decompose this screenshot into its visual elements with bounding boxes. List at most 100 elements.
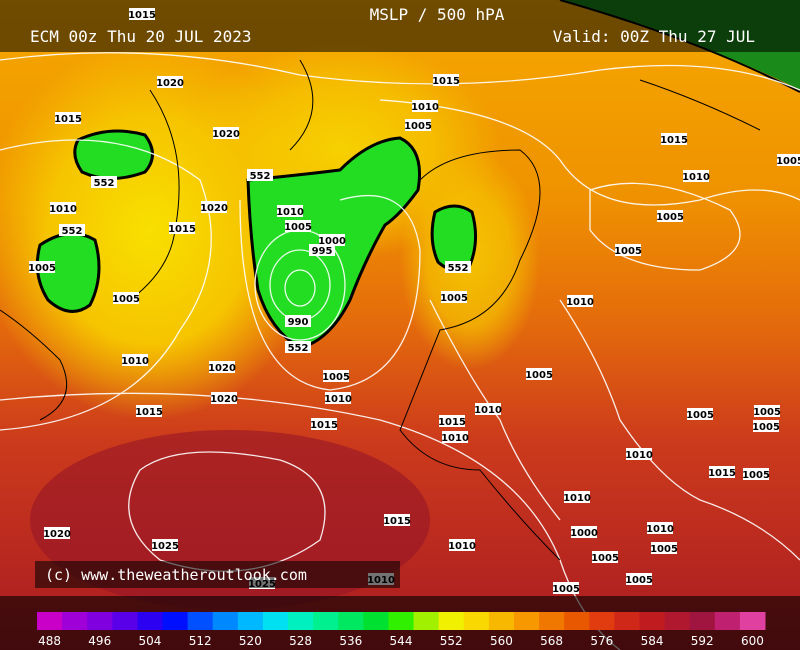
isobar-label: 990 bbox=[288, 317, 309, 328]
label-box bbox=[441, 291, 467, 303]
valid-time: Valid: 00Z Thu 27 JUL bbox=[553, 27, 755, 46]
isobar-label: 552 bbox=[62, 226, 83, 237]
legend-swatch bbox=[564, 612, 590, 630]
legend-swatch bbox=[689, 612, 716, 630]
label-box bbox=[526, 368, 552, 380]
label-box bbox=[439, 415, 465, 427]
isobar-label: 1010 bbox=[49, 204, 77, 215]
legend-tick-label: 512 bbox=[189, 634, 212, 648]
label-box bbox=[50, 202, 76, 214]
isobar-label: 1005 bbox=[656, 212, 684, 223]
label-box bbox=[564, 491, 590, 503]
label-box bbox=[213, 127, 239, 139]
isobars bbox=[0, 52, 800, 650]
isobar-label: 1005 bbox=[591, 553, 619, 564]
isobar-label: 552 bbox=[288, 343, 309, 354]
label-box bbox=[412, 100, 438, 112]
label-box bbox=[323, 370, 349, 382]
isobar-label: 1020 bbox=[208, 363, 236, 374]
label-box bbox=[209, 361, 235, 373]
isobar-label: 1015 bbox=[432, 76, 460, 87]
isobar-label: 1010 bbox=[411, 102, 439, 113]
legend-tick-label: 600 bbox=[741, 634, 764, 648]
isobar-label: 1015 bbox=[310, 420, 338, 431]
label-box bbox=[592, 551, 618, 563]
label-box bbox=[169, 222, 195, 234]
legend-swatch bbox=[137, 612, 164, 630]
isobar-label: 1005 bbox=[625, 575, 653, 586]
isobar-label: 1005 bbox=[112, 294, 140, 305]
label-box bbox=[687, 408, 713, 420]
legend-swatch bbox=[488, 612, 515, 630]
legend-swatch bbox=[162, 612, 189, 630]
label-box bbox=[285, 341, 311, 353]
label-box bbox=[683, 170, 709, 182]
isobar-label: 1020 bbox=[200, 203, 228, 214]
legend-tick-label: 552 bbox=[440, 634, 463, 648]
isobar-label: 1015 bbox=[54, 114, 82, 125]
isobar-label: 1005 bbox=[776, 156, 800, 167]
legend-tick-label: 544 bbox=[390, 634, 413, 648]
legend-swatch bbox=[363, 612, 389, 630]
label-box bbox=[91, 176, 117, 188]
label-box bbox=[753, 420, 779, 432]
isobar-label: 1020 bbox=[212, 129, 240, 140]
label-box bbox=[157, 76, 183, 88]
legend-tick-label: 504 bbox=[139, 634, 162, 648]
legend-swatch bbox=[739, 612, 766, 630]
legend-swatch bbox=[288, 612, 314, 630]
isobar-label: 1000 bbox=[570, 528, 598, 539]
legend-swatch bbox=[212, 612, 239, 630]
legend-tick-label: 592 bbox=[691, 634, 714, 648]
isobar-label: 1025 bbox=[151, 541, 179, 552]
label-box bbox=[709, 466, 735, 478]
isobar-label: 1010 bbox=[276, 207, 304, 218]
isobar-label: 1005 bbox=[284, 222, 312, 233]
legend-swatch bbox=[313, 612, 339, 630]
isobar-label: 1015 bbox=[660, 135, 688, 146]
legend-swatch bbox=[37, 612, 63, 630]
label-box bbox=[113, 292, 139, 304]
isobar-label: 1020 bbox=[210, 394, 238, 405]
isobar-label: 1005 bbox=[440, 293, 468, 304]
isobar-label: 1010 bbox=[121, 356, 149, 367]
isobar-label: 1000 bbox=[318, 236, 346, 247]
label-box bbox=[754, 405, 780, 417]
legend-tick-label: 528 bbox=[289, 634, 312, 648]
label-box bbox=[743, 468, 769, 480]
legend-swatch bbox=[112, 612, 138, 630]
isobar-label: 1015 bbox=[383, 516, 411, 527]
label-box bbox=[309, 244, 335, 256]
label-box bbox=[122, 354, 148, 366]
legend-swatch bbox=[714, 612, 741, 630]
label-box bbox=[475, 403, 501, 415]
label-box bbox=[129, 8, 155, 20]
label-box bbox=[44, 527, 70, 539]
label-box bbox=[661, 133, 687, 145]
isobar-label: 552 bbox=[448, 263, 469, 274]
label-box bbox=[647, 522, 673, 534]
label-box bbox=[136, 405, 162, 417]
color-legend: 488 496 504 512 520 528 536 544 552 560 568 576 584 5… bbox=[37, 612, 766, 648]
isobar-label: 1005 bbox=[686, 410, 714, 421]
label-box bbox=[405, 119, 431, 131]
legend-swatch bbox=[87, 612, 113, 630]
credit-band bbox=[35, 561, 400, 588]
isobar-label: 1010 bbox=[324, 394, 352, 405]
label-box bbox=[325, 392, 351, 404]
isobar-label: 1005 bbox=[552, 584, 580, 595]
isobar-label: 1005 bbox=[525, 370, 553, 381]
isobar-label: 1010 bbox=[563, 493, 591, 504]
label-box bbox=[615, 244, 641, 256]
label-box bbox=[29, 261, 55, 273]
isobar-label: 1015 bbox=[438, 417, 466, 428]
label-box bbox=[777, 154, 800, 166]
isobar-label: 1010 bbox=[682, 172, 710, 183]
legend-tick-label: 560 bbox=[490, 634, 513, 648]
isobar-label: 1005 bbox=[753, 407, 781, 418]
credit: (c) www.theweatheroutlook.com bbox=[45, 566, 307, 584]
label-box bbox=[651, 542, 677, 554]
label-box bbox=[247, 169, 273, 181]
legend-swatch bbox=[539, 612, 565, 630]
